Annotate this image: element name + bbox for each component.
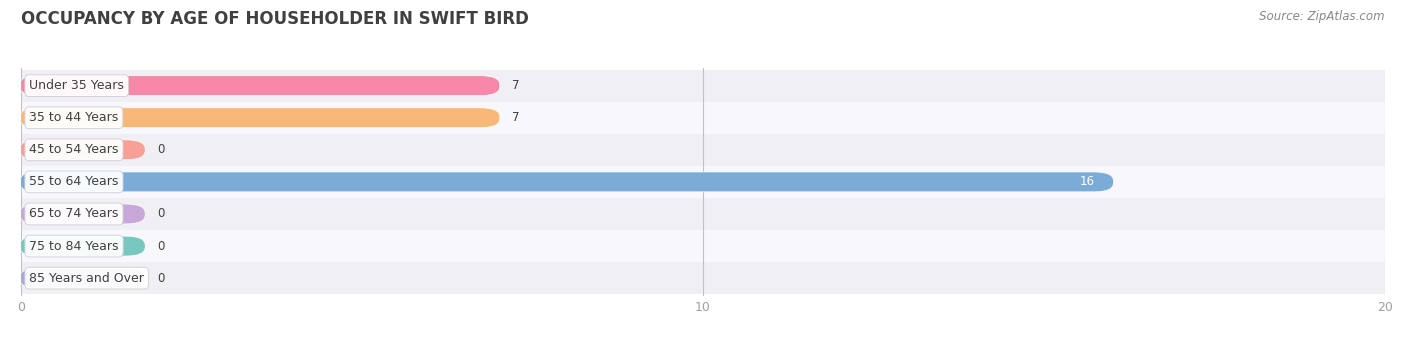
Text: 55 to 64 Years: 55 to 64 Years xyxy=(30,175,118,188)
Text: 0: 0 xyxy=(157,272,165,285)
Text: 75 to 84 Years: 75 to 84 Years xyxy=(30,240,118,253)
FancyBboxPatch shape xyxy=(20,268,145,288)
Text: 7: 7 xyxy=(512,79,520,92)
FancyBboxPatch shape xyxy=(20,172,1114,192)
Text: 45 to 54 Years: 45 to 54 Years xyxy=(30,143,118,156)
Text: Under 35 Years: Under 35 Years xyxy=(30,79,124,92)
FancyBboxPatch shape xyxy=(20,140,145,160)
Bar xyxy=(21,134,1385,166)
FancyBboxPatch shape xyxy=(20,204,145,224)
Bar xyxy=(21,262,1385,294)
Bar xyxy=(21,70,1385,102)
Text: Source: ZipAtlas.com: Source: ZipAtlas.com xyxy=(1260,10,1385,23)
Text: 7: 7 xyxy=(512,111,520,124)
Text: 85 Years and Over: 85 Years and Over xyxy=(30,272,145,285)
Text: OCCUPANCY BY AGE OF HOUSEHOLDER IN SWIFT BIRD: OCCUPANCY BY AGE OF HOUSEHOLDER IN SWIFT… xyxy=(21,10,529,28)
Bar xyxy=(21,230,1385,262)
Bar xyxy=(21,166,1385,198)
FancyBboxPatch shape xyxy=(20,76,499,96)
Text: 16: 16 xyxy=(1080,175,1095,188)
Bar xyxy=(21,198,1385,230)
Text: 35 to 44 Years: 35 to 44 Years xyxy=(30,111,118,124)
FancyBboxPatch shape xyxy=(20,108,499,128)
Text: 65 to 74 Years: 65 to 74 Years xyxy=(30,207,118,220)
Text: 0: 0 xyxy=(157,240,165,253)
Text: 0: 0 xyxy=(157,143,165,156)
Text: 0: 0 xyxy=(157,207,165,220)
Bar xyxy=(21,102,1385,134)
FancyBboxPatch shape xyxy=(20,236,145,256)
